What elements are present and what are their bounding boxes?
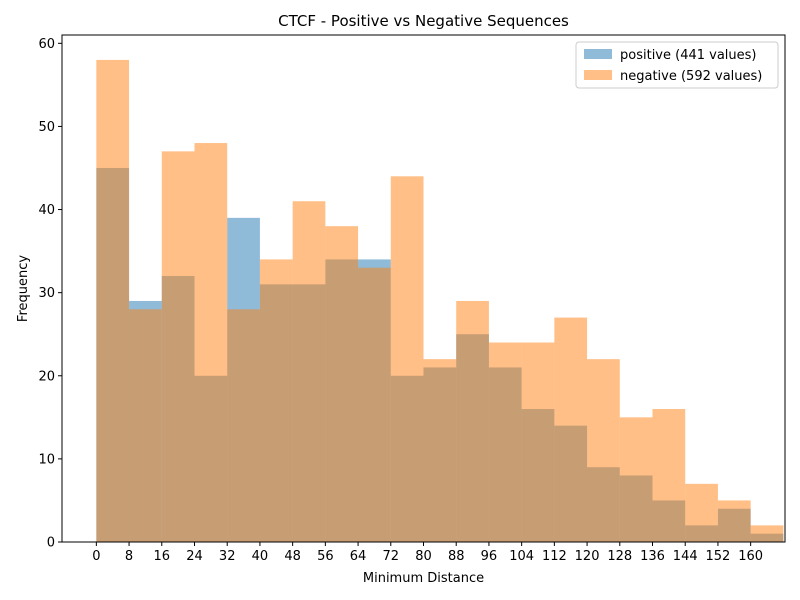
x-tick-label: 152 [706, 549, 731, 564]
bar-negative-136 [652, 409, 686, 542]
bar-negative-8 [129, 309, 162, 542]
bar-negative-40 [259, 259, 293, 542]
bar-negative-144 [685, 483, 718, 542]
x-tick-label: 120 [575, 549, 600, 564]
y-tick-label: 60 [38, 37, 55, 52]
x-tick-label: 48 [284, 549, 301, 564]
y-tick-label: 10 [38, 452, 55, 467]
bar-negative-24 [194, 143, 228, 543]
x-tick-label: 0 [92, 549, 100, 564]
x-tick-label: 136 [640, 549, 665, 564]
legend: positive (441 values) negative (592 valu… [575, 41, 779, 89]
y-tick-label: 30 [38, 286, 55, 301]
x-tick-label: 40 [252, 549, 269, 564]
bar-negative-56 [325, 226, 359, 542]
bar-negative-32 [227, 309, 260, 542]
x-axis-label: Minimum Distance [363, 571, 484, 586]
bar-negative-96 [488, 342, 522, 542]
bar-negative-128 [619, 417, 653, 542]
y-tick-label: 50 [38, 120, 55, 135]
bar-negative-0 [96, 59, 130, 543]
bars-layer [96, 59, 784, 543]
y-axis-label: Frequency [16, 255, 31, 322]
x-tick-label: 8 [125, 549, 133, 564]
bar-negative-64 [358, 267, 391, 542]
bar-negative-104 [521, 342, 555, 542]
bar-negative-160 [750, 525, 784, 542]
x-axis-ticks: 0 8 16 24 32 40 48 56 64 72 80 88 96 104 112 120 128 136 1… [92, 542, 763, 564]
bar-negative-80 [423, 359, 457, 542]
x-tick-label: 80 [415, 549, 432, 564]
bar-negative-72 [390, 176, 424, 543]
x-tick-label: 16 [154, 549, 171, 564]
bar-negative-120 [587, 359, 620, 542]
chart-title: CTCF - Positive vs Negative Sequences [278, 12, 569, 30]
y-tick-label: 0 [47, 536, 55, 551]
y-tick-label: 40 [38, 203, 55, 218]
bar-negative-48 [292, 201, 326, 543]
x-tick-label: 72 [383, 549, 400, 564]
bar-negative-88 [456, 300, 489, 542]
y-tick-label: 20 [38, 369, 55, 384]
legend-box [575, 41, 779, 89]
series-negative [96, 59, 784, 543]
legend-swatch-positive [584, 49, 612, 59]
bar-negative-152 [717, 500, 751, 542]
x-tick-label: 24 [186, 549, 203, 564]
legend-swatch-negative [584, 70, 612, 80]
bar-negative-16 [161, 151, 195, 543]
x-tick-label: 32 [219, 549, 236, 564]
x-tick-label: 56 [317, 549, 334, 564]
x-tick-label: 144 [673, 549, 698, 564]
legend-label-positive: positive (441 values) [620, 48, 757, 63]
x-tick-label: 128 [607, 549, 632, 564]
bar-negative-112 [554, 317, 588, 542]
x-tick-label: 96 [481, 549, 498, 564]
x-tick-label: 112 [542, 549, 567, 564]
x-tick-label: 88 [448, 549, 465, 564]
x-tick-label: 64 [350, 549, 367, 564]
y-axis-ticks: 0 10 20 30 40 50 60 [38, 37, 62, 551]
x-tick-label: 104 [509, 549, 534, 564]
x-tick-label: 160 [738, 549, 763, 564]
legend-label-negative: negative (592 values) [620, 69, 762, 84]
